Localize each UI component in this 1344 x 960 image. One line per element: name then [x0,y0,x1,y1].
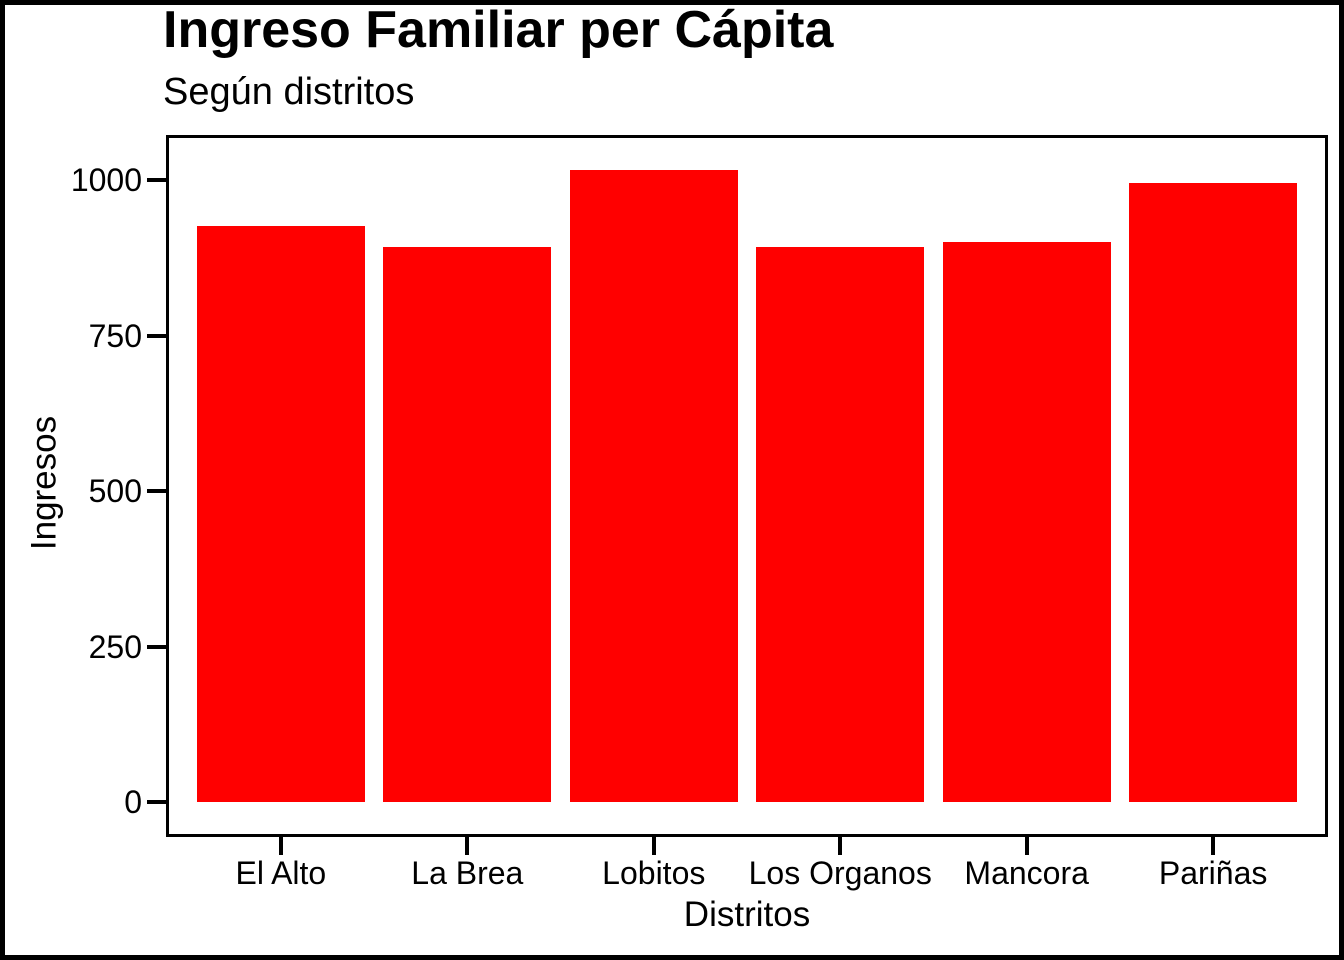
x-tick-label: La Brea [411,855,524,891]
bar-pariñas [1129,182,1298,803]
y-tick-label: 1000 [70,162,142,199]
y-tick [147,644,166,649]
y-tick-label: 0 [124,784,142,821]
x-tick [1211,837,1216,855]
x-axis-title: Distritos [683,895,811,934]
x-tick [465,837,470,855]
x-tick [838,837,843,855]
y-tick [147,178,166,183]
x-tick-label: Los Organos [748,855,932,891]
chart-title: Ingreso Familiar per Cápita [163,1,834,59]
x-tick [1024,837,1029,855]
bar-mancora [942,241,1111,803]
x-tick [651,837,656,855]
y-tick-label: 750 [88,317,142,354]
y-tick-label: 250 [88,628,142,665]
bar-lobitos [569,169,738,803]
chart-subtitle: Según distritos [163,71,415,113]
x-tick [278,837,283,855]
x-tick-label: Lobitos [602,855,706,891]
x-tick-label: Mancora [964,855,1089,891]
bar-la-brea [383,246,552,803]
bar-los-organos [756,247,925,803]
y-tick [147,800,166,805]
x-tick-label: Pariñas [1158,855,1268,891]
bar-el-alto [196,226,365,803]
y-tick [147,489,166,494]
y-tick [147,333,166,338]
y-tick-label: 500 [88,473,142,510]
x-tick-label: El Alto [235,855,327,891]
